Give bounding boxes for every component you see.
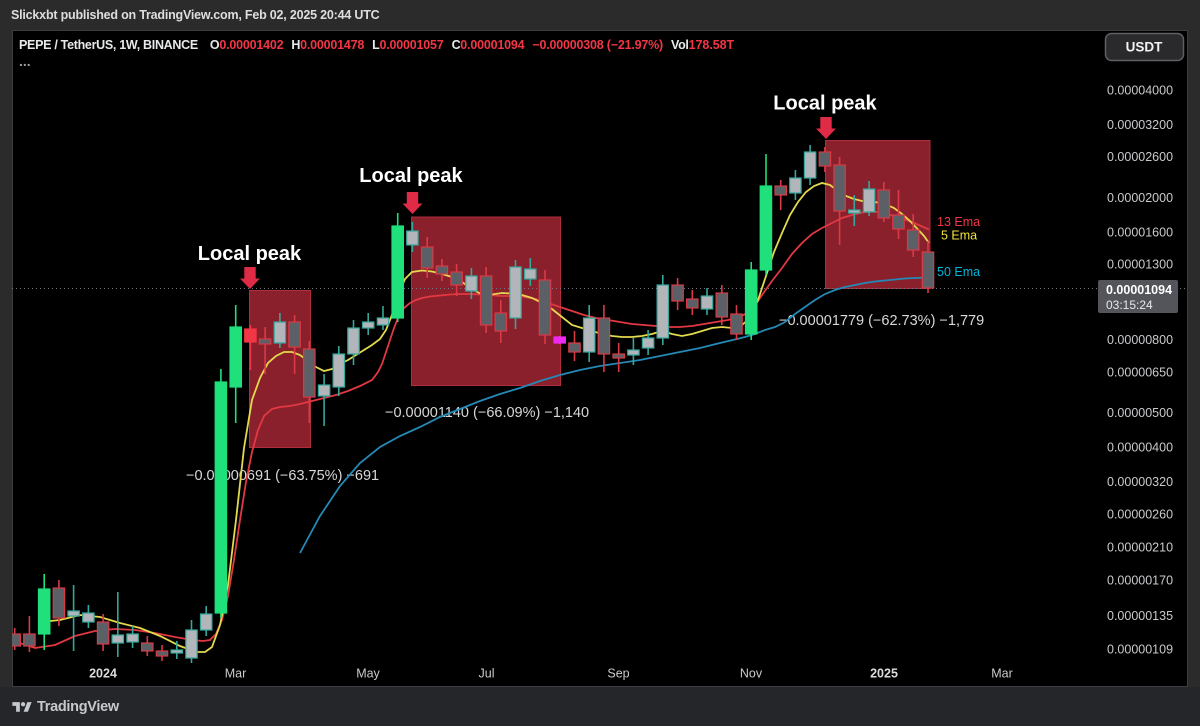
svg-text:0.00001300: 0.00001300 [1107,258,1173,272]
svg-text:0.00000210: 0.00000210 [1107,541,1173,555]
svg-text:Local peak: Local peak [359,165,463,187]
svg-text:0.00002000: 0.00002000 [1107,191,1173,205]
svg-text:−0.00001140 (−66.09%) −1,140: −0.00001140 (−66.09%) −1,140 [385,405,589,421]
svg-text:Sep: Sep [607,667,629,681]
svg-text:03:15:24: 03:15:24 [1106,298,1153,312]
svg-text:50 Ema: 50 Ema [937,265,980,279]
svg-text:−0.00001779 (−62.73%) −1,779: −0.00001779 (−62.73%) −1,779 [779,313,984,329]
svg-text:Mar: Mar [991,667,1013,681]
svg-text:5 Ema: 5 Ema [941,229,977,243]
svg-text:0.00001094: 0.00001094 [1106,283,1172,297]
svg-text:0.00003200: 0.00003200 [1107,118,1173,132]
svg-text:...: ... [19,53,31,69]
svg-text:0.00001600: 0.00001600 [1107,226,1173,240]
svg-text:0.00000800: 0.00000800 [1107,333,1173,347]
svg-text:2024: 2024 [89,667,117,681]
svg-text:0.00000320: 0.00000320 [1107,475,1173,489]
svg-text:0.00000109: 0.00000109 [1107,642,1173,656]
svg-text:May: May [356,667,380,681]
svg-text:−0.00000691 (−63.75%) −691: −0.00000691 (−63.75%) −691 [186,468,379,484]
svg-text:0.00000135: 0.00000135 [1107,609,1173,623]
svg-text:0.00000260: 0.00000260 [1107,508,1173,522]
svg-text:0.00004000: 0.00004000 [1107,83,1173,97]
svg-text:0.00000500: 0.00000500 [1107,406,1173,420]
svg-text:Nov: Nov [740,667,763,681]
svg-text:2025: 2025 [870,667,898,681]
svg-text:Jul: Jul [479,667,495,681]
svg-text:0.00002600: 0.00002600 [1107,150,1173,164]
svg-text:0.00000400: 0.00000400 [1107,441,1173,455]
svg-text:Local peak: Local peak [773,93,877,115]
svg-text:Mar: Mar [225,667,247,681]
svg-text:Local peak: Local peak [198,243,302,265]
svg-text:0.00000650: 0.00000650 [1107,365,1173,379]
svg-text:13 Ema: 13 Ema [937,215,980,229]
svg-text:USDT: USDT [1126,40,1164,55]
svg-text:0.00000170: 0.00000170 [1107,573,1173,587]
